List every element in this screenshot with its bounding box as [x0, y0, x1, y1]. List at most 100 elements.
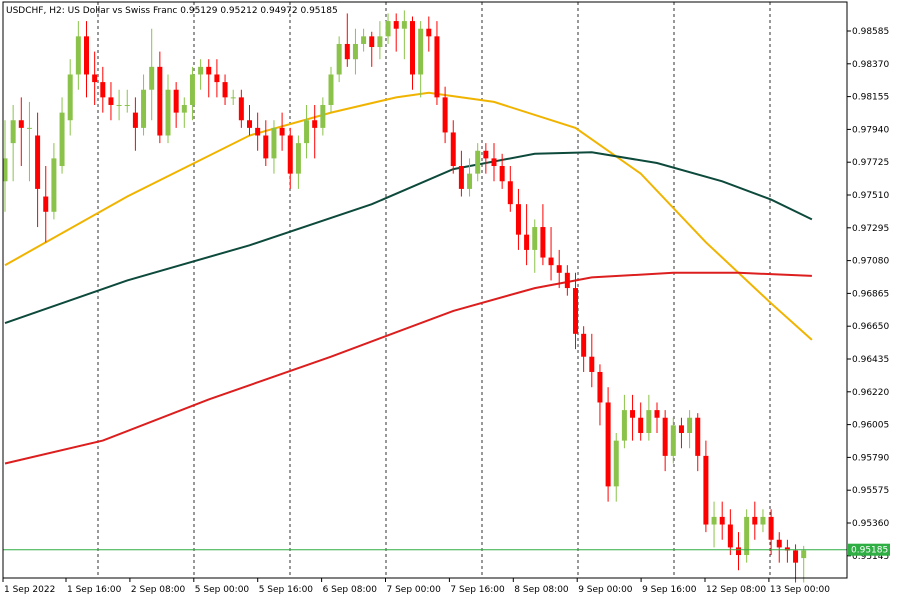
- y-tick-label: 0.98585: [852, 27, 889, 37]
- candle-body: [581, 333, 587, 357]
- candle-body: [84, 36, 89, 75]
- candle-body: [287, 135, 293, 174]
- candle-body: [401, 21, 407, 29]
- candle-body: [418, 28, 424, 75]
- ma-line: [4, 271, 812, 465]
- x-tick-label: 6 Sep 08:00: [323, 585, 378, 595]
- x-tick-label: 8 Sep 08:00: [514, 585, 569, 595]
- price-axis: 0.98585 0.98370 0.98155 0.97940 0.97725 0.975…: [847, 27, 889, 562]
- candle-body: [108, 97, 114, 105]
- header-timeframe: H2: [49, 6, 62, 16]
- candle-body: [605, 402, 611, 487]
- header-sep: ,: [43, 6, 49, 16]
- candle-body: [271, 127, 277, 159]
- candle-body: [377, 36, 383, 48]
- candle-body: [475, 150, 481, 174]
- y-tick-label: 0.95790: [852, 453, 889, 463]
- candle-body: [92, 74, 98, 83]
- candle-body: [230, 97, 236, 99]
- candle-body: [670, 425, 676, 456]
- candle-body: [222, 82, 228, 98]
- candle-body: [141, 89, 147, 128]
- candle-body: [687, 417, 693, 433]
- candle-body: [312, 120, 318, 128]
- candle-body: [410, 21, 415, 75]
- candle-body: [157, 66, 163, 136]
- candle-body: [801, 550, 807, 559]
- y-tick-label: 0.96005: [852, 421, 889, 431]
- candle-body: [613, 440, 619, 487]
- candle-body: [776, 539, 782, 548]
- candle-body: [703, 455, 709, 525]
- chart-header: USDCHF, H2: US Dollar vs Swiss Franc 0.9…: [6, 6, 338, 16]
- candle-body: [352, 43, 358, 60]
- plot-frame: [2, 1, 848, 579]
- y-tick-label: 0.97940: [852, 125, 889, 135]
- candle-body: [214, 74, 220, 83]
- candle-body: [344, 43, 350, 60]
- x-tick-label: 7 Sep 00:00: [387, 585, 442, 595]
- candle-body: [18, 120, 24, 128]
- candle-body: [727, 524, 733, 548]
- candle-body: [255, 127, 261, 136]
- candle-body: [646, 410, 652, 433]
- y-tick-label: 0.97080: [852, 257, 889, 267]
- ma-line: [4, 151, 813, 325]
- vertical-grid: [97, 2, 771, 578]
- y-tick-label: 0.98155: [852, 93, 889, 103]
- candles: [2, 10, 807, 583]
- x-tick-label: 12 Sep 08:00: [706, 585, 766, 595]
- candle-body: [678, 425, 684, 433]
- candle-body: [515, 204, 521, 235]
- candle-body: [67, 74, 73, 121]
- candle-body: [35, 135, 41, 189]
- candle-body: [51, 158, 57, 212]
- candle-body: [336, 43, 342, 75]
- candle-body: [573, 288, 578, 334]
- y-tick-label: 0.96435: [852, 355, 889, 365]
- candle-body: [26, 127, 32, 129]
- candle-body: [385, 21, 391, 37]
- candle-body: [695, 417, 701, 456]
- candle-body: [491, 158, 497, 167]
- current-price-tag: 0.95185: [848, 543, 890, 556]
- candle-body: [181, 104, 187, 113]
- candle-body: [467, 173, 473, 189]
- x-tick-label: 7 Sep 16:00: [450, 585, 505, 595]
- y-tick-label: 0.96220: [852, 388, 889, 398]
- candle-body: [736, 547, 741, 556]
- candle-body: [165, 89, 171, 136]
- candle-body: [654, 410, 660, 418]
- candle-body: [295, 143, 301, 174]
- candle-body: [597, 371, 603, 403]
- candle-body: [450, 132, 456, 167]
- y-tick-label: 0.98370: [852, 60, 889, 70]
- candle-body: [589, 356, 595, 372]
- candle-body: [361, 36, 367, 44]
- x-tick-label: 13 Sep 00:00: [770, 585, 830, 595]
- y-tick-label: 0.96865: [852, 289, 889, 299]
- candle-body: [132, 112, 138, 128]
- candle-body: [173, 89, 179, 113]
- candle-body: [784, 547, 790, 551]
- candle-body: [304, 120, 310, 144]
- candle-body: [369, 36, 375, 48]
- candle-body: [189, 74, 195, 105]
- candle-body: [328, 74, 334, 105]
- price-tag-label: 0.95185: [851, 546, 888, 556]
- candle-body: [320, 104, 326, 128]
- y-tick-label: 0.95575: [852, 486, 889, 496]
- candle-body: [206, 66, 212, 75]
- candle-body: [458, 166, 464, 189]
- candle-body: [75, 36, 81, 75]
- y-tick-label: 0.97295: [852, 224, 889, 234]
- candle-body: [124, 104, 130, 106]
- y-tick-label: 0.95145: [852, 552, 889, 562]
- candle-body: [638, 417, 644, 433]
- candle-body: [198, 66, 204, 75]
- candle-body: [238, 97, 244, 121]
- candle-body: [564, 272, 570, 289]
- candle-body: [621, 410, 627, 441]
